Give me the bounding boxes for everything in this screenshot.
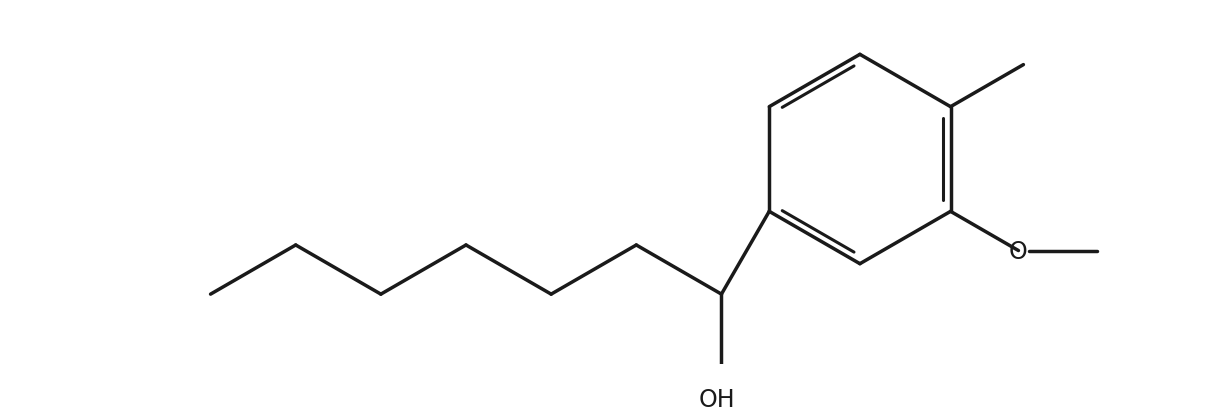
Text: OH: OH [698,387,736,409]
Text: O: O [1009,239,1027,263]
